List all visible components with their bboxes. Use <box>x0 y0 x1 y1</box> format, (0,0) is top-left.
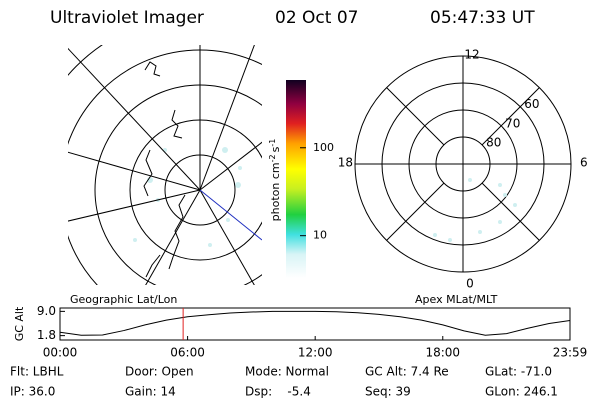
colorbar <box>286 80 306 278</box>
status-field: Seq: 39 <box>365 385 411 399</box>
x-tick-label: 18:00 <box>425 346 460 360</box>
mlt-label: 6 <box>580 156 588 170</box>
aurora-speckle <box>498 220 502 224</box>
date: 02 Oct 07 <box>275 8 358 28</box>
x-tick-label: 06:00 <box>170 346 205 360</box>
status-field: GC Alt: 7.4 Re <box>365 365 449 379</box>
mlt-line <box>481 87 540 146</box>
aurora-speckle <box>433 233 437 237</box>
colorbar-tick-label: 10 <box>313 229 327 242</box>
meridian <box>199 189 262 241</box>
aurora-speckle <box>503 193 507 197</box>
exponent: -2 <box>268 154 277 162</box>
aurora-speckle <box>513 203 517 207</box>
y-axis-label: GC Alt <box>13 306 26 341</box>
aurora-speckle <box>468 178 472 182</box>
y-tick-label: 1.8 <box>37 328 56 342</box>
colorbar-label: photon cm-2 s-1 <box>268 139 283 222</box>
status-field: IP: 36.0 <box>10 385 55 399</box>
polar-plot: 60 70 80 12 0 18 6 <box>338 48 588 291</box>
aurora-speckle <box>133 147 242 247</box>
status-field: Gain: 14 <box>125 385 176 399</box>
status-field: GLon: 246.1 <box>485 385 558 399</box>
lon-line <box>199 189 255 285</box>
lon-line <box>68 47 201 191</box>
geo-map <box>68 45 262 285</box>
altitude-line <box>59 310 571 336</box>
panel-title: Geographic Lat/Lon <box>70 293 177 306</box>
x-tick-label: 12:00 <box>298 346 333 360</box>
lon-line <box>68 189 201 222</box>
mlt-line <box>481 182 540 241</box>
panel-title: Apex MLat/MLT <box>415 293 498 306</box>
status-field: GLat: -71.0 <box>485 365 552 379</box>
mlt-label: 18 <box>338 156 353 170</box>
title: Ultraviolet Imager <box>50 8 204 28</box>
mlt-line <box>386 182 445 241</box>
unit: photon cm <box>269 162 282 221</box>
time: 05:47:33 UT <box>430 8 535 28</box>
plot-frame <box>59 307 571 341</box>
lat-label: 60 <box>524 97 539 111</box>
colorbar-tick-label: 100 <box>313 141 334 154</box>
lat-label: 80 <box>486 135 501 149</box>
x-tick-label: 23:59 <box>553 346 588 360</box>
aurora-speckle <box>478 230 482 234</box>
status-field: Mode: Normal <box>245 365 329 379</box>
mlt-label: 12 <box>464 48 479 62</box>
lon-line <box>68 151 201 191</box>
y-tick-label: 9.0 <box>37 304 56 318</box>
lon-line <box>199 141 262 191</box>
coastline <box>143 61 186 278</box>
exponent: -1 <box>268 139 277 147</box>
lat-label: 70 <box>505 116 520 130</box>
mlt-line <box>386 87 445 146</box>
x-tick-label: 00:00 <box>43 346 78 360</box>
lon-line <box>199 45 255 191</box>
aurora-speckle <box>498 183 502 187</box>
lon-line <box>145 189 201 285</box>
unit: s <box>269 146 282 152</box>
status-field: Dsp: -5.4 <box>245 385 311 399</box>
status-field: Flt: LBHL <box>10 365 64 379</box>
aurora-speckle <box>448 238 452 242</box>
mlt-label: 0 <box>466 277 474 291</box>
status-field: Door: Open <box>125 365 194 379</box>
